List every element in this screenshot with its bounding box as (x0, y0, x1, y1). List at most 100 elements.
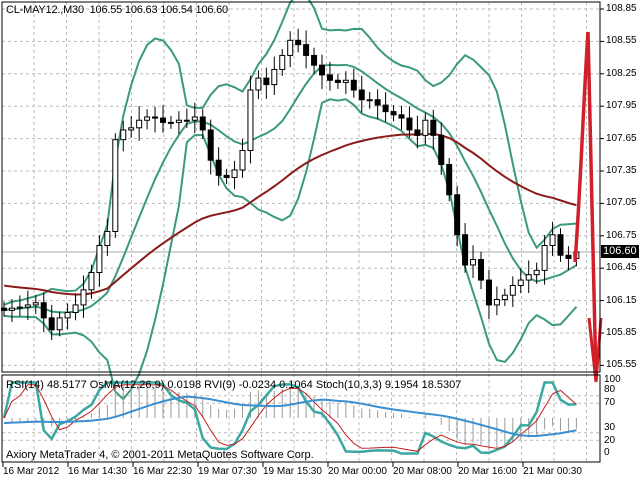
bullish-candle (136, 119, 143, 129)
bearish-candle (565, 254, 572, 259)
bullish-candle (112, 139, 119, 232)
bearish-candle (311, 54, 318, 66)
price-tick-label: 107.35 (606, 165, 637, 176)
bullish-candle (470, 259, 477, 266)
bullish-candle (104, 230, 111, 247)
bullish-candle (175, 119, 182, 123)
current-price-label: 106.60 (601, 245, 639, 258)
bullish-candle (56, 317, 63, 331)
bearish-candle (40, 302, 47, 319)
bullish-candle (549, 234, 556, 247)
stochastic-line (3, 384, 577, 452)
bearish-candle (557, 234, 564, 256)
bearish-candle (48, 317, 55, 331)
bullish-candle (88, 272, 95, 291)
arrow-stroke (573, 31, 598, 381)
time-tick-label: 20 Mar 08:00 (393, 466, 452, 477)
bullish-candle (247, 89, 254, 151)
time-tick-label: 16 Mar 2012 (3, 466, 60, 477)
hand-drawn-arrow-annotation (573, 31, 603, 383)
price-tick-label: 106.75 (606, 229, 637, 241)
time-tick-label: 20 Mar 16:00 (458, 466, 517, 477)
bullish-candle (533, 269, 540, 276)
bearish-candle (295, 39, 302, 46)
bullish-candle (541, 245, 548, 271)
bearish-candle (454, 194, 461, 236)
bearish-candle (319, 64, 325, 76)
bearish-candle (390, 111, 397, 116)
arrow-head (587, 317, 603, 383)
indicator-tick-label: 100 (604, 374, 621, 385)
indicator-tick-label: 20 (604, 435, 616, 446)
bearish-candle (406, 117, 413, 131)
bearish-candle (303, 44, 310, 56)
bullish-candle (128, 127, 135, 131)
price-tick-label: 106.45 (606, 262, 637, 274)
indicator-tick-label: 70 (604, 397, 616, 408)
price-tick-label: 107.65 (606, 132, 637, 144)
bearish-candle (438, 134, 445, 166)
indicator-tick-label: 0 (604, 447, 610, 458)
bullish-candle (509, 284, 516, 296)
bullish-candle (279, 54, 286, 70)
bullish-candle (144, 116, 151, 121)
bearish-candle (374, 99, 381, 106)
price-tick-label: 106.15 (606, 294, 637, 306)
bullish-candle (342, 79, 349, 83)
price-tick-label: 108.25 (606, 67, 637, 79)
bearish-candle (207, 129, 214, 161)
bullish-candle (183, 119, 190, 122)
indicator-tick-label: 30 (604, 422, 616, 433)
bearish-candle (160, 117, 166, 123)
bullish-candle (16, 306, 23, 309)
bullish-candle (96, 245, 103, 274)
bullish-candle (239, 149, 246, 171)
time-tick-label: 16 Mar 14:30 (68, 466, 127, 477)
bearish-candle (382, 104, 389, 113)
time-tick-label: 19 Mar 07:30 (198, 466, 257, 477)
bullish-candle (525, 274, 532, 281)
bearish-candle (223, 174, 230, 178)
bullish-candle (72, 304, 79, 313)
bullish-candle (517, 279, 524, 286)
bearish-candle (398, 114, 405, 119)
bearish-candle (152, 116, 159, 119)
bullish-candle (493, 299, 500, 306)
bullish-candle (64, 311, 71, 319)
bullish-candle (120, 129, 127, 141)
bullish-candle (32, 302, 39, 306)
bullish-candle (422, 119, 429, 136)
price-tick-label: 108.55 (606, 35, 637, 47)
price-tick-label: 107.05 (606, 197, 637, 209)
bearish-candle (414, 129, 421, 136)
bullish-candle (366, 99, 373, 102)
bullish-candle (255, 77, 262, 91)
band-lower (3, 98, 578, 401)
band-middle (3, 63, 577, 314)
time-tick-label: 21 Mar 00:30 (523, 466, 582, 477)
bearish-candle (215, 159, 222, 176)
bullish-candle (271, 68, 278, 86)
bearish-candle (462, 234, 469, 266)
moving-average-line (3, 132, 577, 296)
symbol-label: CL-MAY12.,M30 (6, 4, 84, 16)
indicator-tick-label: 80 (604, 384, 616, 395)
time-tick-label: 16 Mar 22:30 (133, 466, 192, 477)
price-tick-label: 107.95 (606, 100, 637, 112)
rvi-line (3, 395, 577, 438)
bullish-candle (501, 294, 508, 301)
bullish-candle (24, 304, 31, 308)
price-tick-label: 105.85 (606, 327, 637, 338)
copyright-text: Axiory MetaTrader 4, © 2001-2011 MetaQuo… (6, 449, 314, 461)
bearish-candle (478, 259, 484, 281)
bearish-candle (358, 89, 365, 101)
ohlc-values: 106.55 106.63 106.54 106.60 (89, 4, 229, 16)
time-tick-label: 20 Mar 00:00 (328, 466, 387, 477)
time-tick-label: 19 Mar 15:30 (263, 466, 322, 477)
bearish-candle (350, 79, 357, 91)
indicator-pane (2, 381, 577, 455)
candles (1, 28, 580, 341)
symbol-header: CL-MAY12.,M30 106.55 106.63 106.54 106.6… (6, 4, 228, 16)
bullish-candle (80, 289, 87, 306)
